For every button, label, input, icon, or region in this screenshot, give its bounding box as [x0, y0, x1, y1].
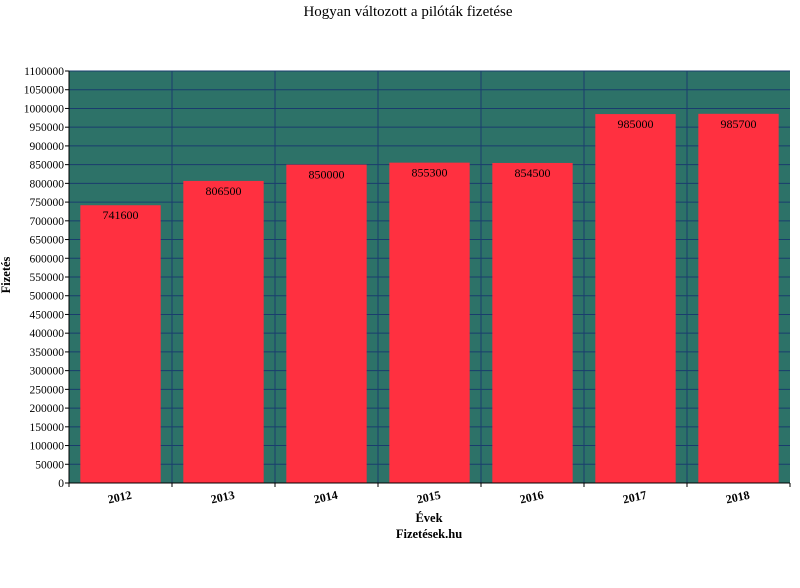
- x-tick-label: 2018: [724, 488, 750, 507]
- y-tick-label: 1000000: [24, 103, 65, 115]
- bar-2016: [492, 162, 573, 483]
- x-tick-label: 2017: [621, 488, 647, 507]
- bar-value-label: 854500: [515, 166, 551, 180]
- y-tick-label: 350000: [30, 347, 65, 359]
- bar-2012: [80, 205, 161, 483]
- y-tick-label: 950000: [30, 122, 65, 134]
- y-tick-label: 850000: [30, 160, 65, 172]
- bar-2018: [698, 113, 779, 483]
- y-tick-label: 650000: [30, 235, 65, 247]
- y-tick-labels: 0 50000 100000 150000 200000 250000 300000 3500…: [24, 66, 69, 490]
- chart-title: Hogyan változott a pilóták fizetése: [303, 4, 512, 20]
- y-tick-label: 300000: [30, 366, 65, 378]
- footer-text: Fizetések.hu: [396, 527, 462, 541]
- x-tick-label: 2015: [415, 488, 441, 507]
- bar-value-label: 806500: [206, 184, 242, 198]
- bar-2014: [286, 164, 367, 484]
- y-tick-label: 200000: [30, 403, 65, 415]
- bars: 741600 806500 850000 855300 854500 985000 9857…: [80, 113, 779, 484]
- y-tick-label: 600000: [30, 253, 65, 265]
- y-tick-label: 150000: [30, 422, 65, 434]
- bar-value-label: 850000: [309, 168, 345, 182]
- y-tick-label: 800000: [30, 178, 65, 190]
- y-tick-label: 550000: [30, 272, 65, 284]
- y-tick-label: 400000: [30, 328, 65, 340]
- y-tick-label: 500000: [30, 291, 65, 303]
- y-tick-label: 1050000: [24, 85, 65, 97]
- y-tick-label: 50000: [35, 459, 64, 471]
- y-tick-label: 900000: [30, 141, 65, 153]
- bar-2013: [183, 180, 264, 484]
- bar-value-label: 741600: [103, 208, 139, 222]
- x-tick-label: 2014: [312, 488, 338, 507]
- y-tick-label: 750000: [30, 197, 65, 209]
- y-tick-label: 700000: [30, 216, 65, 228]
- x-tick-label: 2016: [518, 488, 544, 507]
- bar-2015: [389, 162, 470, 483]
- bar-value-label: 985000: [618, 117, 654, 131]
- bar-2017: [595, 114, 676, 483]
- bar-value-label: 855300: [412, 166, 448, 180]
- bar-value-label: 985700: [721, 117, 757, 131]
- y-axis-label: Fizetés: [0, 256, 13, 293]
- x-axis-label: Évek: [415, 511, 442, 525]
- x-tick-label: 2012: [106, 488, 132, 507]
- y-tick-label: 0: [58, 478, 64, 490]
- y-tick-label: 1100000: [24, 66, 64, 78]
- y-tick-label: 450000: [30, 309, 65, 321]
- x-tick-label: 2013: [209, 488, 235, 507]
- x-tick-labels: 2012 2013 2014 2015 2016 2017 2018: [106, 488, 750, 507]
- y-tick-label: 100000: [30, 441, 65, 453]
- y-tick-label: 250000: [30, 384, 65, 396]
